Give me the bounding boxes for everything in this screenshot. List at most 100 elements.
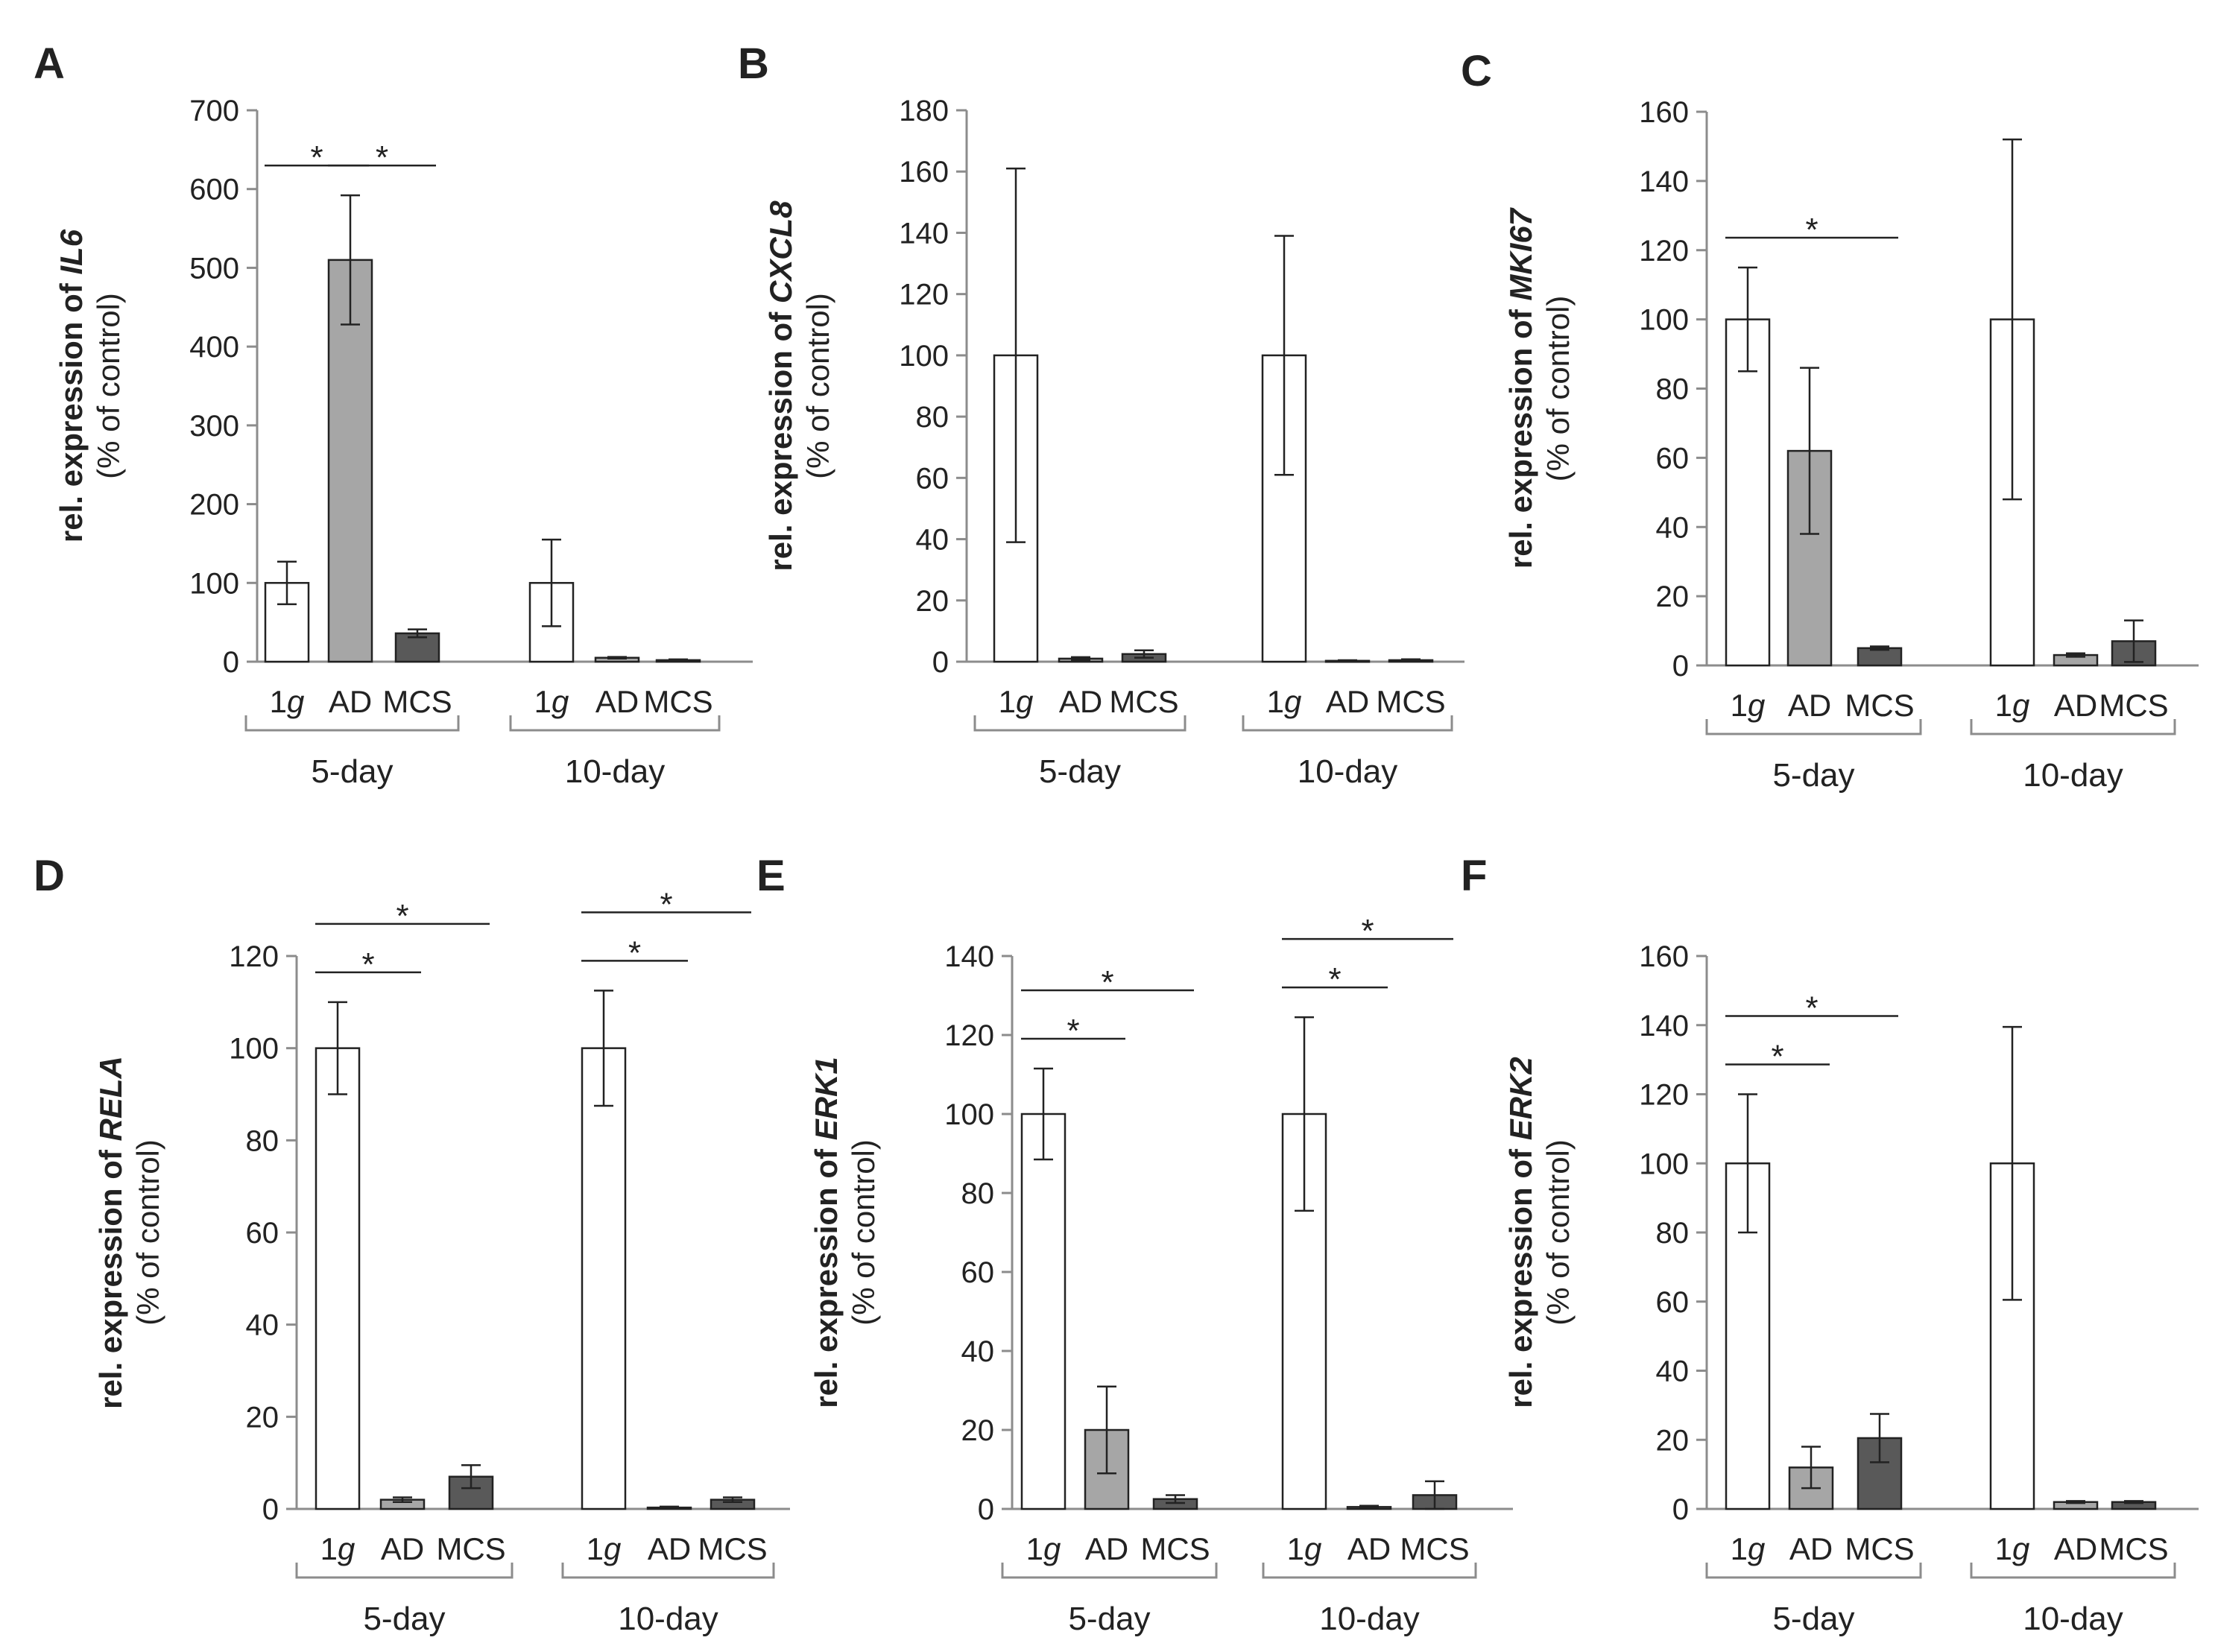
group-label: 5-day	[1068, 1601, 1150, 1637]
panel-label: E	[756, 852, 786, 900]
y-tick-label: 0	[978, 1493, 994, 1526]
group-bracket	[1970, 719, 2176, 735]
significance-mark: *	[628, 934, 641, 971]
category-label-num: 1	[1267, 684, 1284, 719]
y-tick-label: 160	[1639, 940, 1689, 973]
category-label: MCS	[2099, 688, 2168, 723]
y-tick-label: 700	[189, 95, 239, 127]
category-label-num: 1	[1287, 1531, 1304, 1566]
y-axis-title-gene: RELA	[93, 1056, 128, 1141]
category-label: 1g	[270, 684, 305, 719]
y-axis-title-prefix: rel. expression of	[1503, 301, 1538, 569]
category-label: 1g	[320, 1531, 356, 1566]
category-label: AD	[1085, 1531, 1128, 1566]
y-tick-label: 80	[961, 1177, 995, 1210]
y-tick-label: 100	[189, 567, 239, 600]
y-tick-label: 0	[932, 646, 949, 679]
y-axis-title-prefix: rel. expression of	[763, 303, 798, 571]
y-axis-title: rel. expression of ERK1	[809, 1057, 844, 1408]
y-tick-label: 120	[899, 279, 949, 311]
y-axis-title-prefix: rel. expression of	[54, 275, 89, 542]
y-tick-label: 120	[944, 1019, 994, 1052]
y-tick-label: 500	[189, 252, 239, 285]
bar-10-day-1g	[1989, 1162, 2035, 1510]
category-label-num: 1	[999, 684, 1016, 719]
panel-b: B 0 20 40 60 80 100 120 140 160 180 rel. expression…	[738, 39, 1464, 790]
panel-a: A 0 100 200 300 400 500 600 700 rel. expression o…	[34, 39, 753, 790]
category-label-unit: g	[1304, 1531, 1321, 1566]
y-axis-title-gene: CXCL8	[763, 200, 798, 303]
group-label: 10-day	[565, 753, 666, 790]
group-label: 5-day	[311, 753, 393, 790]
y-axis-title-prefix: rel. expression of	[93, 1141, 128, 1408]
panel-label: D	[34, 852, 65, 900]
category-label-unit: g	[1748, 1531, 1765, 1566]
y-tick-label: 140	[1639, 165, 1689, 198]
bar-5-day-1g	[1725, 318, 1771, 667]
category-label: AD	[2054, 688, 2097, 723]
panel-label: C	[1461, 47, 1492, 95]
panel-d: D 0 20 40 60 80 100 120 rel. expression of RELA(…	[34, 852, 790, 1637]
bar-5-day-AD	[327, 259, 373, 663]
y-tick-label: 0	[1672, 1493, 1689, 1526]
y-tick-label: 80	[1656, 373, 1690, 406]
category-label: AD	[381, 1531, 424, 1566]
bar-5-day-MCS	[394, 632, 440, 663]
y-tick-label: 0	[1672, 650, 1689, 683]
significance-mark: *	[1067, 1013, 1079, 1049]
y-axis-title: rel. expression of CXCL8	[763, 200, 798, 572]
bar-10-day-1g	[581, 1047, 627, 1510]
group-bracket	[1705, 719, 1922, 735]
y-tick-label: 40	[961, 1335, 995, 1368]
y-tick-label: 0	[262, 1493, 279, 1526]
category-label-unit: g	[1043, 1531, 1061, 1566]
y-tick-label: 160	[899, 156, 949, 189]
category-label-num: 1	[1995, 688, 2012, 723]
category-label: AD	[1789, 1531, 1833, 1566]
category-label-num: 1	[534, 684, 552, 719]
y-tick-label: 300	[189, 410, 239, 443]
y-axis-title: rel. expression of IL6	[54, 229, 89, 542]
y-tick-label: 100	[899, 340, 949, 373]
category-label: AD	[329, 684, 372, 719]
category-label: MCS	[1140, 1531, 1210, 1566]
significance-mark: *	[1101, 964, 1113, 1001]
category-label: MCS	[1845, 1531, 1914, 1566]
group-bracket	[561, 1563, 775, 1579]
y-tick-label: 140	[899, 217, 949, 250]
y-tick-label: 80	[916, 401, 949, 434]
group-label: 10-day	[2023, 1601, 2123, 1637]
category-label-num: 1	[320, 1531, 338, 1566]
y-tick-label: 80	[246, 1124, 279, 1157]
panel-c: C 0 20 40 60 80 100 120 140 160 rel. expression of…	[1461, 47, 2199, 794]
y-axis-title-gene: MKI67	[1503, 207, 1538, 300]
y-axis-subtitle: (% of control)	[1541, 296, 1576, 482]
significance-mark: *	[310, 139, 323, 176]
category-label-unit: g	[604, 1531, 621, 1566]
category-label: AD	[1788, 688, 1831, 723]
category-label-unit: g	[338, 1531, 355, 1566]
significance-mark: *	[660, 886, 672, 922]
group-label: 10-day	[1298, 753, 1398, 790]
y-tick-label: 100	[1639, 304, 1689, 337]
category-label-unit: g	[552, 684, 569, 719]
y-axis-subtitle: (% of control)	[130, 1139, 165, 1326]
category-label-unit: g	[1748, 688, 1765, 723]
category-label: 1g	[1995, 688, 2030, 723]
category-label: 1g	[587, 1531, 622, 1566]
y-tick-label: 40	[246, 1309, 279, 1342]
significance-mark: *	[361, 946, 374, 983]
y-axis-title-gene: ERK1	[809, 1057, 844, 1140]
group-label: 5-day	[363, 1601, 445, 1637]
category-label: MCS	[1400, 1531, 1469, 1566]
category-label: 1g	[1731, 1531, 1766, 1566]
y-tick-label: 140	[944, 940, 994, 973]
category-label: MCS	[2099, 1531, 2168, 1566]
category-label-num: 1	[270, 684, 287, 719]
category-label: MCS	[1376, 684, 1445, 719]
panel-label: A	[34, 39, 65, 88]
category-label: MCS	[1109, 684, 1178, 719]
y-tick-label: 100	[229, 1033, 279, 1066]
group-bracket	[1970, 1563, 2176, 1579]
bar-5-day-1g	[1020, 1113, 1067, 1510]
